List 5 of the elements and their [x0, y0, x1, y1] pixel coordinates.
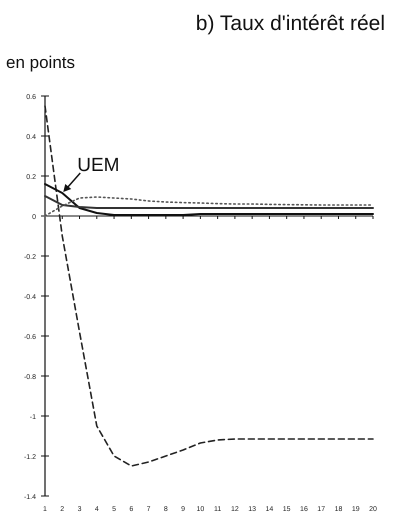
annotation: UEM: [77, 155, 120, 176]
chart-title: b) Taux d'intérêt réel: [196, 12, 385, 35]
line-series: [44, 195, 374, 209]
y-axis-title: en points: [6, 53, 75, 72]
line-series: [44, 105, 374, 467]
